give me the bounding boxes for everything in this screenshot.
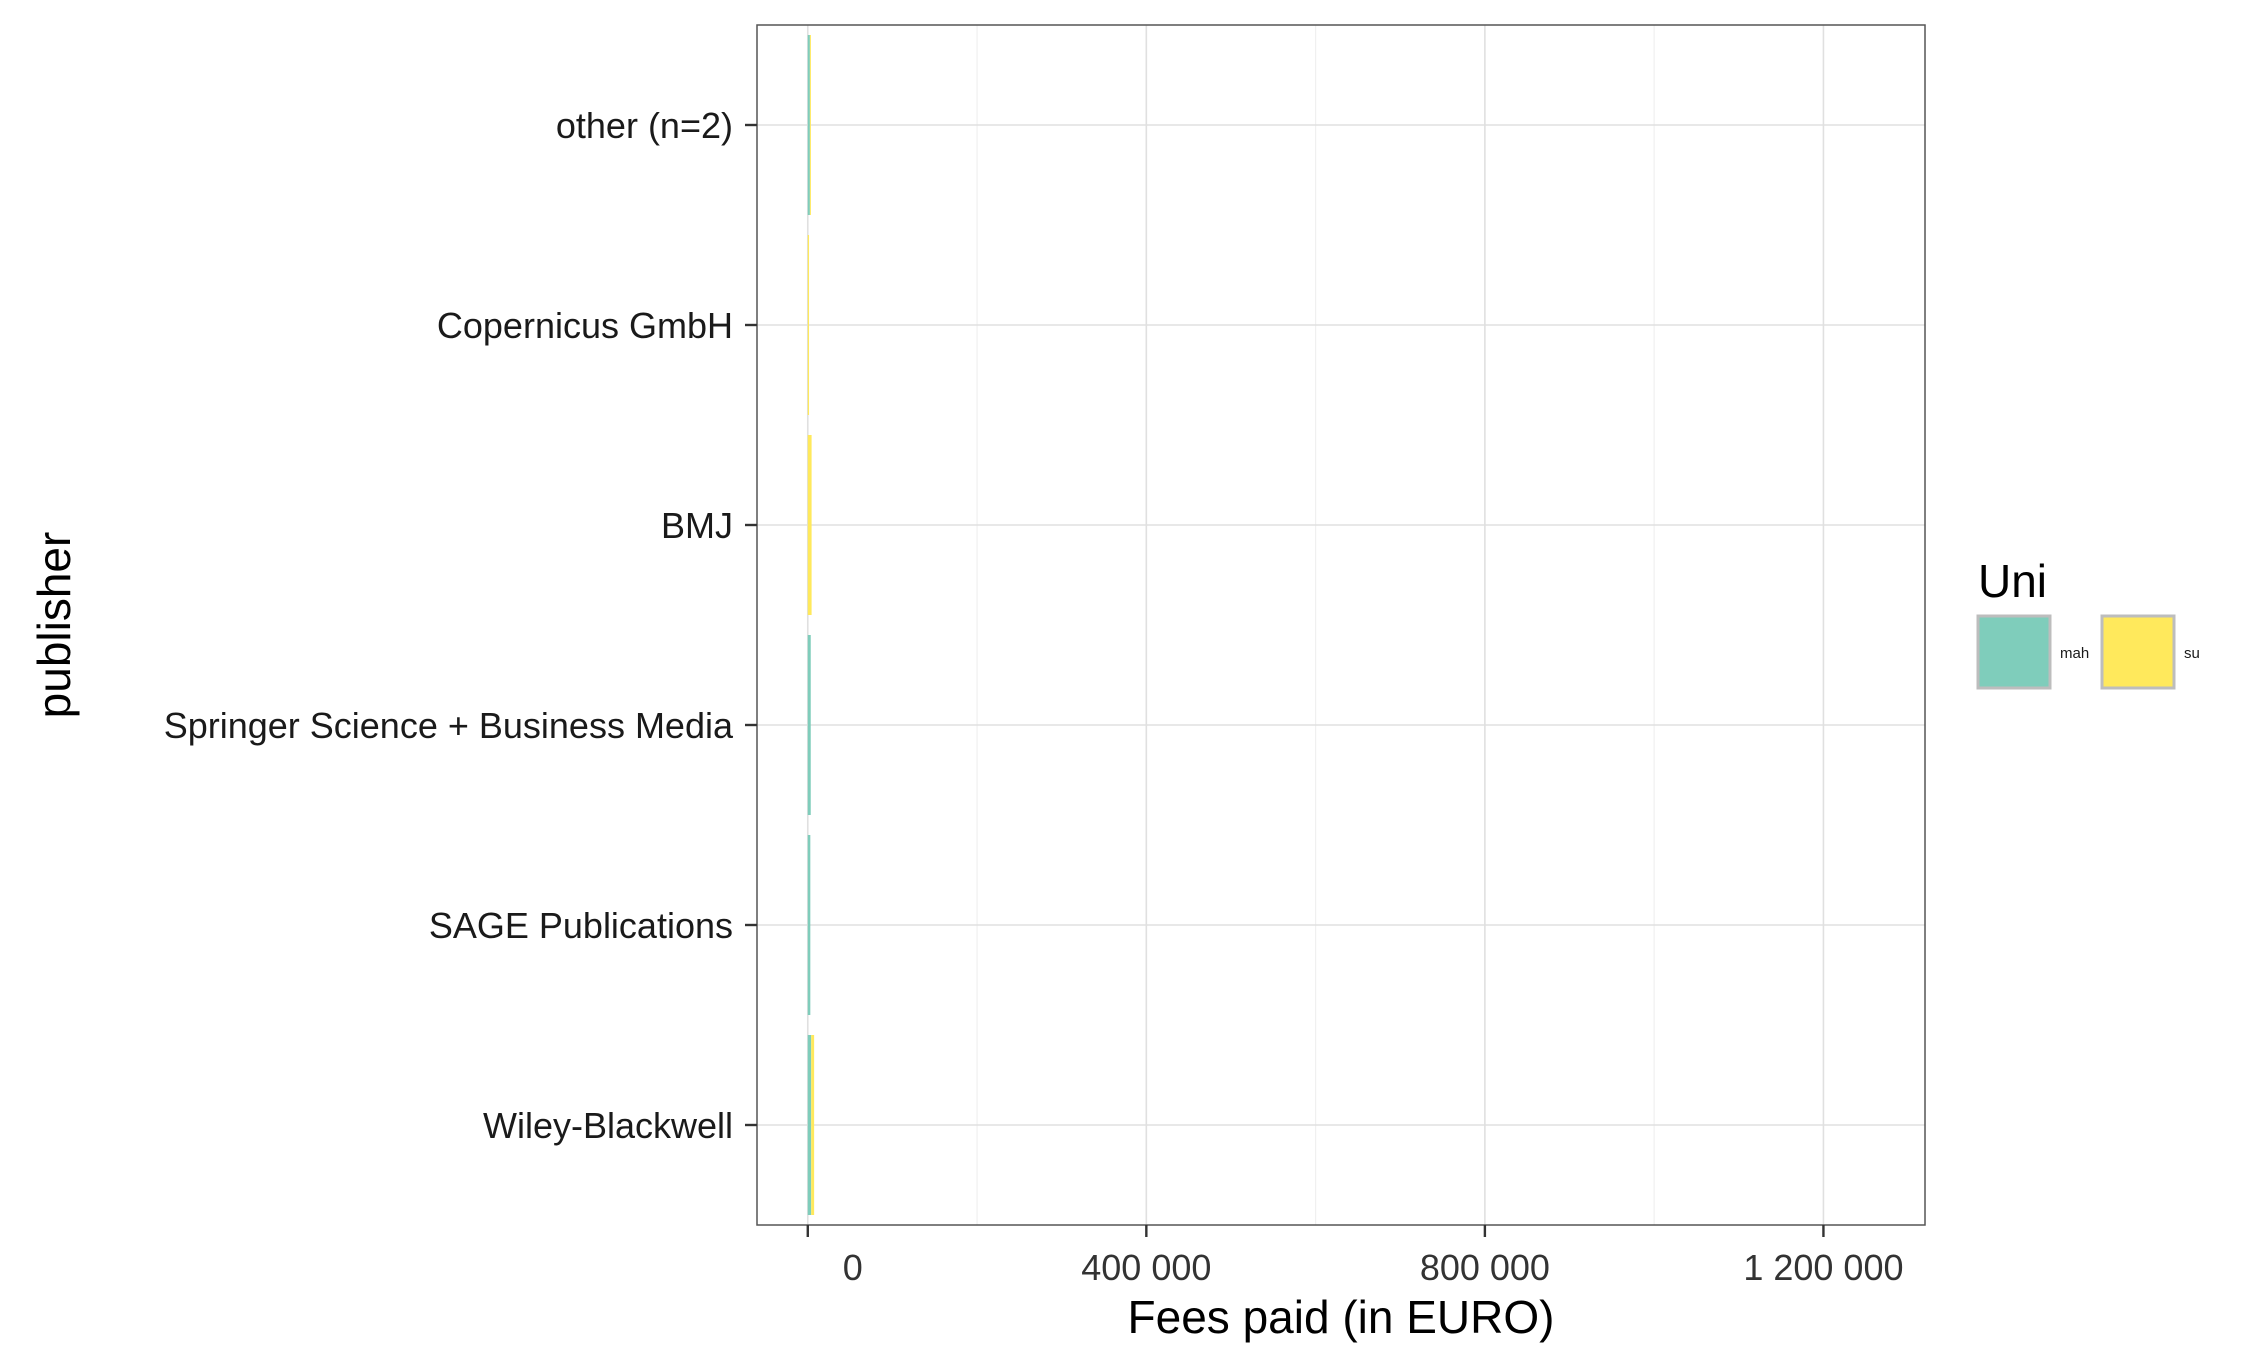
- bar-mah-4: [807, 835, 811, 1015]
- legend-key-su: [2100, 614, 2176, 690]
- y-tick-label: other (n=2): [556, 105, 733, 146]
- bar-layer: [807, 35, 815, 1215]
- plot-background: [757, 25, 1925, 1225]
- bar-mah-3: [807, 635, 811, 815]
- x-tick-label: 800 000: [1420, 1247, 1550, 1288]
- y-tick-label: Springer Science + Business Media: [164, 705, 734, 746]
- bar-su-1: [807, 235, 810, 415]
- axis-layer: 0 400 000 800 000 1 200 000 other (n=2) Coper…: [164, 105, 1904, 1288]
- legend-key-mah: [1976, 614, 2052, 690]
- y-tick-label: SAGE Publications: [429, 905, 733, 946]
- plot-border: [756, 24, 1926, 1226]
- y-tick-label: Wiley-Blackwell: [483, 1105, 733, 1146]
- x-tick-label: 0: [843, 1247, 863, 1288]
- y-tick-label: BMJ: [661, 505, 733, 546]
- x-tick-label: 400 000: [1081, 1247, 1211, 1288]
- bar-mah-0: [807, 35, 810, 215]
- y-tick-label: Copernicus GmbH: [437, 305, 733, 346]
- bar-mah-5: [807, 1035, 812, 1215]
- y-axis-title: publisher: [28, 532, 80, 719]
- legend: Uni mah su: [1976, 555, 2200, 690]
- bar-su-2: [807, 435, 812, 615]
- x-tick-label: 1 200 000: [1743, 1247, 1903, 1288]
- grid-layer: [757, 25, 1925, 1225]
- bar-su-0: [809, 35, 811, 215]
- x-axis-title: Fees paid (in EURO): [1128, 1291, 1555, 1343]
- bar-su-5: [811, 1035, 815, 1215]
- legend-label-mah: mah: [2060, 645, 2089, 662]
- legend-label-su: su: [2184, 645, 2200, 662]
- legend-title: Uni: [1978, 555, 2047, 607]
